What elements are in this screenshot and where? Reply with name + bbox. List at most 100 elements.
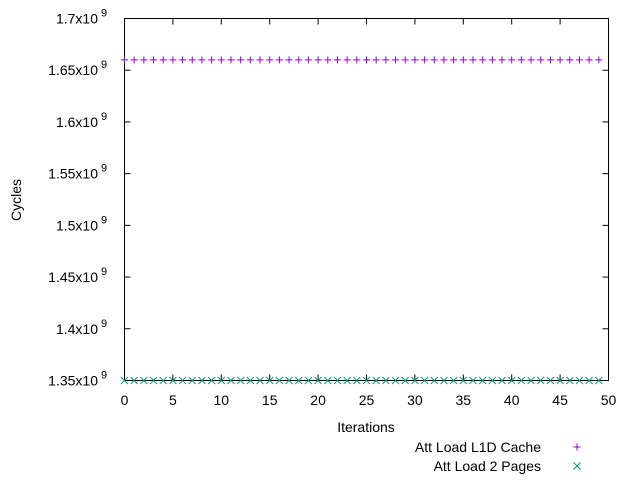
data-point xyxy=(449,376,458,385)
data-point xyxy=(420,376,429,385)
data-point xyxy=(323,376,332,385)
data-point xyxy=(343,376,351,385)
data-point xyxy=(362,376,371,385)
plot-frame xyxy=(124,18,609,381)
data-point xyxy=(372,56,380,64)
data-point xyxy=(275,376,284,385)
data-point xyxy=(121,56,128,64)
data-point xyxy=(266,56,274,64)
y-tick-label: 1.6x10 xyxy=(56,114,98,130)
data-point xyxy=(459,376,468,385)
legend-marker xyxy=(573,462,581,470)
y-tick-label: 1.65x10 xyxy=(48,62,98,78)
x-tick-label: 35 xyxy=(456,392,472,408)
y-tick-label: 1.7x10 xyxy=(56,11,98,27)
y-tick-exponent: 9 xyxy=(101,214,107,226)
data-point xyxy=(246,376,255,385)
data-point xyxy=(188,56,196,64)
data-point xyxy=(150,56,158,64)
data-point xyxy=(208,56,216,64)
y-tick-label: 1.55x10 xyxy=(48,166,98,182)
data-point xyxy=(237,56,245,64)
data-point xyxy=(469,56,477,64)
data-point xyxy=(392,56,400,64)
data-point xyxy=(546,376,555,385)
data-point xyxy=(430,56,438,64)
data-point xyxy=(236,376,245,385)
y-tick-exponent: 9 xyxy=(101,8,107,20)
x-tick-label: 15 xyxy=(262,392,278,408)
data-point xyxy=(440,376,448,385)
series-1 xyxy=(121,56,603,64)
data-point xyxy=(507,376,516,385)
data-point xyxy=(536,376,545,385)
data-point xyxy=(217,376,226,385)
data-point xyxy=(227,376,235,385)
x-axis-ticks: 0 5 10 15 20 25 30 35 40 45 50 xyxy=(121,18,616,408)
y-tick-label: 1.45x10 xyxy=(48,269,98,285)
data-point xyxy=(343,56,351,64)
x-tick-label: 20 xyxy=(310,392,326,408)
data-point xyxy=(391,376,400,385)
data-point xyxy=(333,56,341,64)
data-point xyxy=(517,376,526,385)
legend-label: Att Load L1D Cache xyxy=(415,439,541,455)
data-point xyxy=(430,376,439,385)
data-points xyxy=(120,56,603,385)
y-tick-exponent: 9 xyxy=(101,370,107,382)
data-point xyxy=(314,56,322,64)
data-point xyxy=(295,56,303,64)
data-point xyxy=(285,56,293,64)
data-point xyxy=(149,376,158,385)
data-point xyxy=(198,376,206,385)
data-point xyxy=(265,376,274,385)
data-point xyxy=(401,376,410,385)
data-point xyxy=(227,56,235,64)
data-point xyxy=(488,376,497,385)
y-tick-exponent: 9 xyxy=(101,318,107,330)
data-point xyxy=(363,56,370,64)
data-point xyxy=(188,376,197,385)
data-point xyxy=(565,376,574,385)
data-point xyxy=(411,56,419,64)
y-tick-label: 1.5x10 xyxy=(56,217,98,233)
data-point xyxy=(246,56,254,64)
x-tick-label: 40 xyxy=(504,392,520,408)
x-tick-label: 25 xyxy=(359,392,375,408)
y-axis-label: Cycles xyxy=(8,179,24,221)
data-point xyxy=(421,56,429,64)
data-point xyxy=(304,56,312,64)
data-point xyxy=(595,56,603,64)
data-point xyxy=(285,376,293,385)
legend-marker xyxy=(573,443,581,451)
legend-label: Att Load 2 Pages xyxy=(434,458,541,474)
data-point xyxy=(353,56,361,64)
x-axis-label: Iterations xyxy=(337,419,395,435)
data-point xyxy=(556,56,564,64)
data-point xyxy=(594,376,603,385)
data-point xyxy=(256,376,264,385)
data-point xyxy=(372,376,381,385)
data-point xyxy=(140,56,148,64)
data-point xyxy=(382,56,390,64)
data-point xyxy=(130,376,139,385)
data-point xyxy=(575,376,584,385)
data-point xyxy=(575,56,583,64)
data-point xyxy=(585,56,593,64)
data-point xyxy=(324,56,332,64)
x-tick-label: 30 xyxy=(407,392,423,408)
data-point xyxy=(498,376,506,385)
legend: Att Load L1D Cache Att Load 2 Pages xyxy=(415,439,581,474)
data-point xyxy=(537,56,545,64)
data-point xyxy=(556,376,564,385)
data-point xyxy=(479,56,487,64)
data-point xyxy=(179,56,187,64)
y-tick-exponent: 9 xyxy=(101,111,107,123)
data-point xyxy=(314,376,322,385)
data-point xyxy=(459,56,467,64)
data-point xyxy=(469,376,477,385)
x-tick-label: 5 xyxy=(169,392,177,408)
data-point xyxy=(450,56,458,64)
data-point xyxy=(566,56,574,64)
